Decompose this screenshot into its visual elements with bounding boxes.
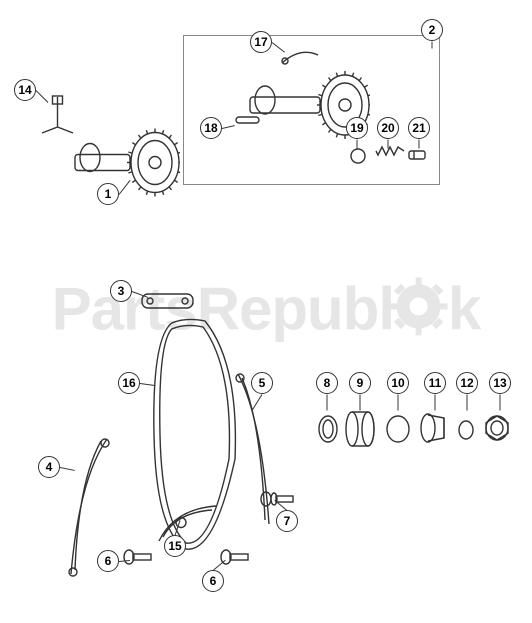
callout-21[interactable]: 21 <box>408 117 430 139</box>
part-tensioner-15 <box>155 500 220 545</box>
callout-1[interactable]: 1 <box>97 183 119 205</box>
callout-5[interactable]: 5 <box>251 372 273 394</box>
part-sleeve-9 <box>345 410 375 448</box>
leader-line <box>388 140 389 149</box>
callout-13[interactable]: 13 <box>489 372 511 394</box>
callout-6[interactable]: 6 <box>97 550 119 572</box>
callout-16[interactable]: 16 <box>118 372 140 394</box>
leader-line <box>435 395 436 411</box>
callout-18[interactable]: 18 <box>200 117 222 139</box>
part-spring-20 <box>375 145 405 157</box>
callout-3[interactable]: 3 <box>110 280 132 302</box>
part-nut-13 <box>485 415 509 441</box>
callout-17[interactable]: 17 <box>250 31 272 53</box>
leader-line <box>360 395 361 411</box>
part-ring-12 <box>458 420 474 440</box>
part-fitting-21 <box>408 148 426 162</box>
part-oring-10 <box>386 415 410 443</box>
callout-14[interactable]: 14 <box>14 79 36 101</box>
leader-line <box>500 395 501 411</box>
leader-line <box>398 395 399 411</box>
callout-4[interactable]: 4 <box>38 456 60 478</box>
callout-10[interactable]: 10 <box>387 372 409 394</box>
callout-7[interactable]: 7 <box>276 510 298 532</box>
callout-19[interactable]: 19 <box>346 117 368 139</box>
part-lever-17 <box>280 45 320 65</box>
callout-6b[interactable]: 6 <box>202 570 224 592</box>
callout-2[interactable]: 2 <box>421 19 443 41</box>
part-fitting-19 <box>350 148 366 164</box>
part-washer-8 <box>318 415 338 443</box>
part-pin-18 <box>235 115 260 125</box>
callout-20[interactable]: 20 <box>377 117 399 139</box>
callout-9[interactable]: 9 <box>349 372 371 394</box>
callout-12[interactable]: 12 <box>456 372 478 394</box>
callout-15[interactable]: 15 <box>164 535 186 557</box>
part-bolt-6a <box>123 548 153 566</box>
part-bolt-6b <box>220 548 250 566</box>
part-plate-3 <box>140 290 195 312</box>
callout-11[interactable]: 11 <box>424 372 446 394</box>
part-camshaft-1 <box>70 125 180 200</box>
leader-line <box>327 395 328 411</box>
parts-diagram: PartsRepublk 123456678910111213141516171… <box>0 0 532 623</box>
leader-line <box>419 140 420 149</box>
callout-8[interactable]: 8 <box>316 372 338 394</box>
watermark-text-right: k <box>448 275 480 342</box>
leader-line <box>357 140 358 149</box>
leader-line <box>432 42 433 49</box>
part-cap-11 <box>420 412 448 444</box>
leader-line <box>467 395 468 411</box>
watermark-gear-icon <box>390 277 448 349</box>
part-bolt-7 <box>260 490 295 508</box>
